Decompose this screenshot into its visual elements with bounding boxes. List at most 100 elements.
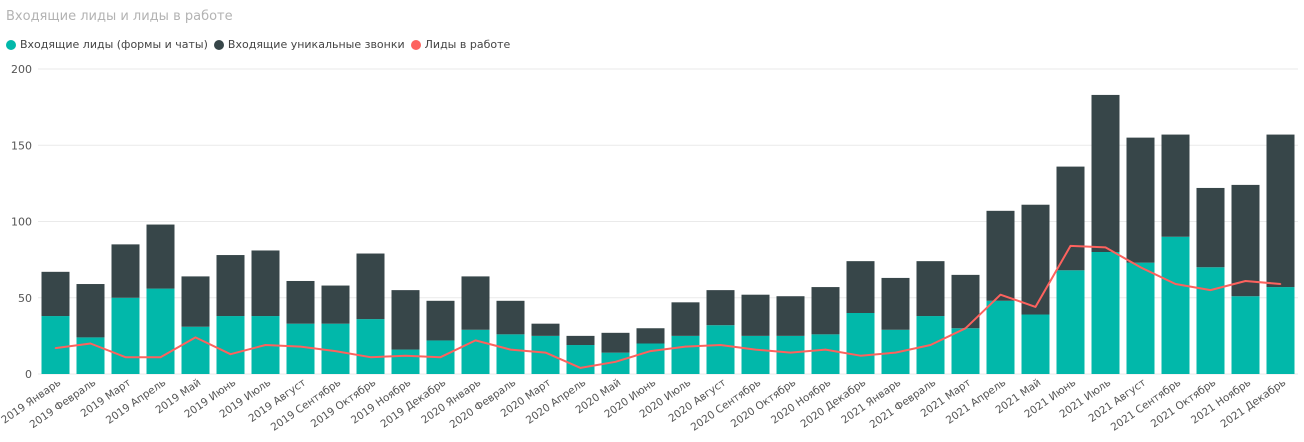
legend-item-inwork[interactable]: Лиды в работе — [410, 38, 511, 51]
point-in-work — [1209, 289, 1212, 291]
bar-leads — [811, 334, 840, 374]
bar-calls — [76, 284, 105, 338]
bar-calls — [776, 296, 805, 336]
point-in-work — [474, 339, 477, 342]
point-in-work — [859, 354, 862, 357]
legend: Входящие лиды (формы и чаты) Входящие ун… — [6, 38, 516, 51]
point-in-work — [684, 345, 687, 348]
x-tick-label: 2021 Декабрь — [1218, 377, 1288, 431]
bar-leads — [181, 326, 210, 374]
bar-calls — [566, 335, 595, 346]
bar-calls — [1091, 94, 1120, 252]
bar-leads — [1126, 262, 1155, 374]
legend-dot-calls — [213, 39, 224, 50]
point-in-work — [614, 361, 617, 363]
y-tick-label: 100 — [11, 216, 32, 229]
legend-label-calls: Входящие уникальные звонки — [227, 38, 405, 51]
point-in-work — [194, 336, 197, 339]
bar-calls — [426, 300, 455, 341]
bar-leads — [461, 329, 490, 374]
bar-leads — [1021, 314, 1050, 374]
bar-calls — [1021, 204, 1050, 315]
bar-leads — [356, 319, 385, 374]
point-in-work — [754, 348, 757, 351]
bar-calls — [1266, 134, 1295, 288]
y-tick-label: 0 — [25, 368, 32, 381]
bar-leads — [986, 300, 1015, 374]
bar-leads — [216, 316, 245, 374]
point-in-work — [649, 350, 652, 352]
bar-leads — [1056, 270, 1085, 374]
point-in-work — [719, 344, 722, 346]
bar-calls — [881, 277, 910, 330]
point-in-work — [1069, 245, 1072, 247]
bar-leads — [1231, 296, 1260, 374]
bar-calls — [916, 261, 945, 317]
point-in-work — [404, 354, 407, 357]
bar-calls — [391, 290, 420, 350]
chart-title: Входящие лиды и лиды в работе — [6, 9, 233, 24]
y-tick-label: 50 — [18, 292, 32, 305]
legend-item-leads[interactable]: Входящие лиды (формы и чаты) — [6, 38, 208, 51]
bar-calls — [1126, 137, 1155, 263]
bar-leads — [741, 335, 770, 374]
bar-leads — [951, 328, 980, 374]
point-in-work — [264, 344, 267, 346]
x-tick-label: 2019 Апрель — [104, 377, 168, 427]
bar-calls — [531, 323, 560, 336]
bar-leads — [671, 335, 700, 374]
bar-calls — [286, 280, 315, 324]
bar-leads — [111, 297, 140, 374]
bar-calls — [111, 244, 140, 298]
legend-label-inwork: Лиды в работе — [424, 38, 511, 51]
bar-leads — [636, 343, 665, 374]
bar-calls — [846, 261, 875, 313]
bar-calls — [356, 253, 385, 320]
point-in-work — [299, 345, 302, 348]
point-in-work — [929, 344, 932, 346]
point-in-work — [369, 356, 372, 359]
point-in-work — [1139, 266, 1142, 269]
legend-item-calls[interactable]: Входящие уникальные звонки — [213, 38, 405, 51]
x-tick-label: 2021 Апрель — [944, 377, 1008, 427]
point-in-work — [334, 350, 337, 352]
bar-leads — [1161, 236, 1190, 374]
point-in-work — [54, 347, 57, 349]
bar-leads — [41, 316, 70, 374]
point-in-work — [509, 348, 512, 351]
point-in-work — [124, 356, 127, 359]
point-in-work — [1244, 280, 1247, 282]
bar-leads — [321, 323, 350, 374]
legend-label-leads: Входящие лиды (формы и чаты) — [20, 38, 208, 51]
point-in-work — [544, 351, 547, 354]
point-in-work — [439, 356, 442, 359]
legend-dot-leads — [6, 39, 16, 50]
bar-calls — [671, 302, 700, 336]
point-in-work — [1174, 283, 1177, 285]
bar-leads — [1196, 267, 1225, 374]
bar-leads — [1091, 252, 1120, 374]
bar-calls — [636, 328, 665, 344]
point-in-work — [894, 351, 897, 354]
bar-leads — [566, 345, 595, 374]
bar-calls — [181, 276, 210, 327]
point-in-work — [789, 351, 792, 354]
point-in-work — [89, 342, 92, 345]
bar-calls — [1231, 184, 1260, 297]
bar-calls — [601, 332, 630, 353]
bar-leads — [496, 334, 525, 374]
bar-calls — [146, 224, 175, 289]
point-in-work — [999, 293, 1002, 296]
point-in-work — [1279, 283, 1282, 285]
bar-calls — [41, 271, 70, 317]
legend-dot-inwork — [410, 39, 421, 50]
bar-calls — [251, 250, 280, 317]
point-in-work — [579, 367, 582, 369]
bar-leads — [531, 335, 560, 374]
point-in-work — [824, 348, 827, 351]
bar-leads — [776, 335, 805, 374]
bar-leads — [1266, 287, 1295, 374]
bar-leads — [391, 349, 420, 374]
bar-leads — [706, 325, 735, 374]
